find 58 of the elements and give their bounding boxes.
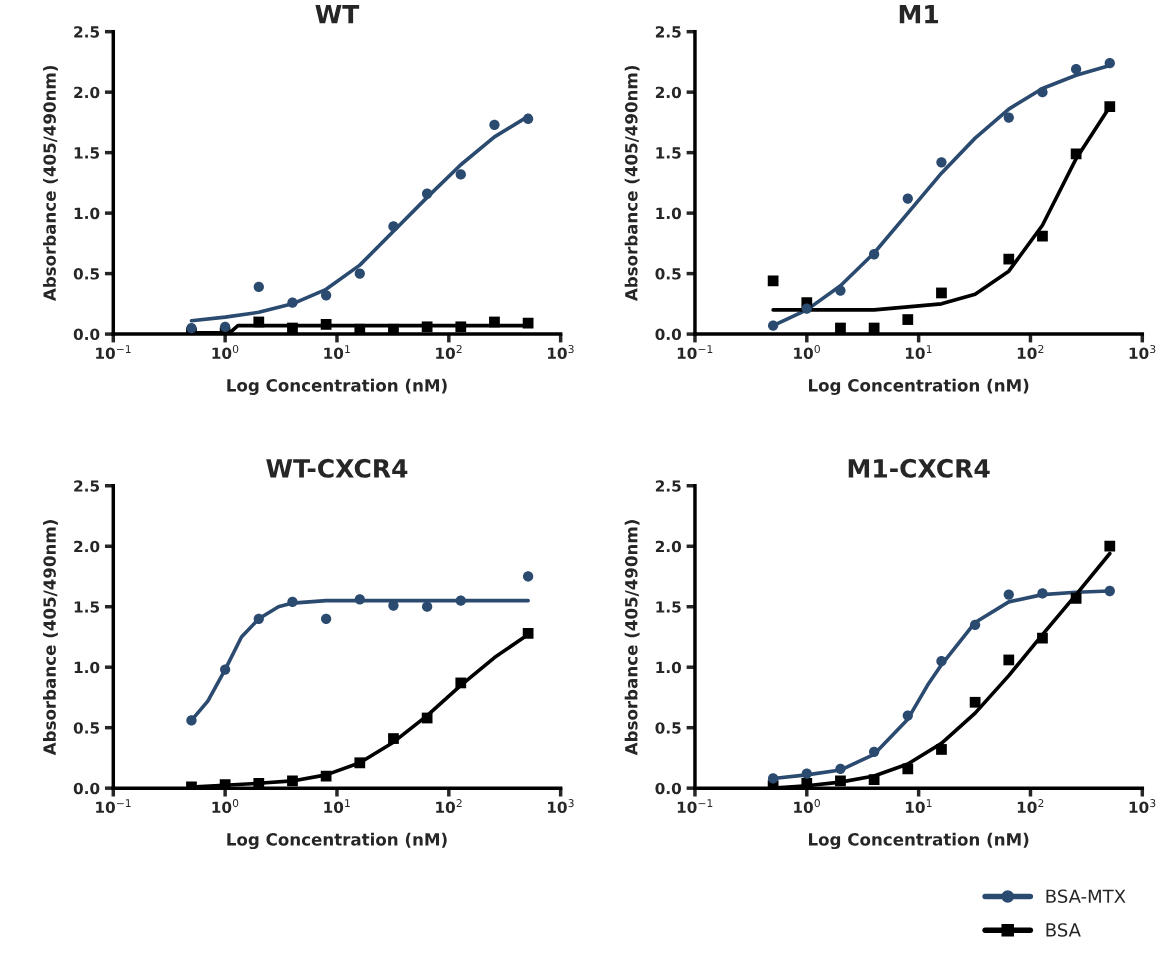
y-tick-label: 2.5 — [655, 480, 681, 492]
y-tick-label: 0.5 — [655, 268, 681, 280]
x-tick-label: 10$^{1}$ — [905, 345, 932, 359]
chart-title: M1 — [899, 5, 939, 24]
y-tick-label: 2.0 — [74, 540, 100, 553]
y-tick-label: 1.0 — [656, 661, 682, 674]
y-tick-label: 2.0 — [655, 540, 682, 553]
y-axis-title: Absorbance (405/490nm) — [43, 66, 58, 302]
x-tick-label: 10$^{3}$ — [1129, 344, 1156, 359]
x-tick-label: 10$^{1}$ — [324, 799, 350, 814]
y-tick-label: 0.0 — [655, 782, 682, 795]
y-axis-title: Absorbance (405/490nm) — [624, 66, 640, 302]
x-tick-label: 10$^{2}$ — [1017, 799, 1044, 814]
x-tick-label: 10$^{0}$ — [794, 799, 820, 814]
x-tick-label: 10$^{1}$ — [905, 799, 932, 814]
y-tick-label: 1.0 — [74, 661, 100, 674]
x-tick-label: 10$^{0}$ — [212, 799, 239, 814]
legend-label: BSA — [1046, 923, 1081, 937]
x-tick-label: 10$^{−1}$ — [677, 345, 713, 359]
y-axis-title: Absorbance (405/490nm) — [624, 520, 640, 756]
y-tick-label: 0.0 — [655, 328, 682, 341]
x-tick-label: 10$^{−1}$ — [96, 799, 131, 814]
x-tick-label: 10$^{2}$ — [1017, 344, 1044, 359]
x-tick-label: 10$^{3}$ — [1129, 799, 1156, 814]
x-tick-label: 10$^{1}$ — [324, 345, 350, 359]
x-axis-title: Log Concentration (nM) — [227, 832, 447, 850]
x-tick-label: 10$^{0}$ — [212, 344, 239, 359]
x-axis-title: Log Concentration (nM) — [809, 832, 1029, 850]
x-tick-label: 10$^{2}$ — [436, 344, 462, 359]
y-tick-label: 0.0 — [73, 328, 100, 341]
y-tick-label: 2.5 — [655, 26, 681, 38]
x-tick-label: 10$^{−1}$ — [677, 799, 713, 814]
x-axis-title: Log Concentration (nM) — [227, 378, 447, 395]
y-tick-label: 2.5 — [74, 480, 100, 492]
chart-title: M1-CXCR4 — [848, 458, 990, 478]
x-tick-label: 10$^{3}$ — [548, 799, 574, 814]
x-tick-label: 10$^{3}$ — [548, 344, 574, 359]
x-tick-label: 10$^{0}$ — [794, 344, 820, 359]
x-tick-label: 10$^{−1}$ — [96, 345, 131, 359]
y-tick-label: 0.0 — [73, 782, 100, 795]
y-tick-label: 2.0 — [74, 86, 100, 99]
y-tick-label: 1.0 — [74, 207, 100, 220]
y-tick-label: 1.5 — [74, 601, 100, 613]
y-tick-label: 1.0 — [656, 207, 682, 220]
y-tick-label: 2.0 — [655, 86, 682, 99]
y-tick-label: 0.5 — [655, 722, 681, 734]
y-tick-label: 0.5 — [73, 268, 100, 280]
y-tick-label: 1.5 — [656, 601, 681, 613]
legend-label: BSA-MTX — [1046, 889, 1126, 904]
y-tick-label: 1.5 — [74, 147, 100, 159]
x-axis-title: Log Concentration (nM) — [809, 378, 1029, 395]
y-tick-label: 2.5 — [74, 26, 100, 38]
chart-title: WT-CXCR4 — [266, 458, 408, 478]
y-tick-label: 0.5 — [73, 722, 100, 734]
chart-title: WT — [315, 5, 360, 24]
x-tick-label: 10$^{2}$ — [436, 799, 462, 814]
y-tick-label: 1.5 — [656, 147, 681, 159]
y-axis-title: Absorbance (405/490nm) — [43, 520, 58, 756]
